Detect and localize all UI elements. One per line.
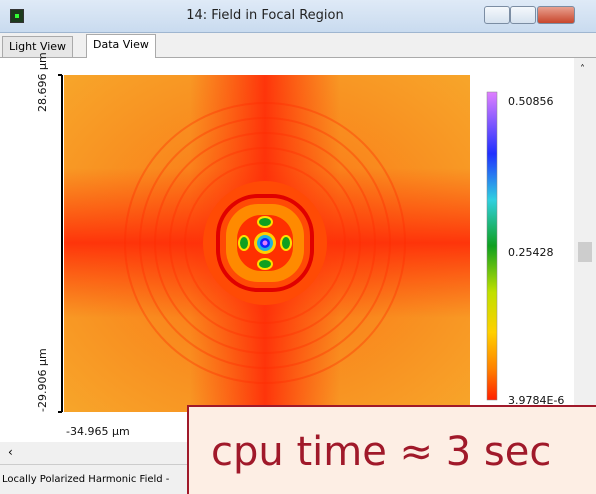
minimize-button[interactable] bbox=[484, 6, 510, 24]
colorbar-label: 0.50856 bbox=[508, 95, 554, 108]
cpu-time-callout: cpu time ≈ 3 sec bbox=[187, 405, 596, 494]
window-title: 14: Field in Focal Region bbox=[0, 8, 530, 23]
colorbar-label: 0.25428 bbox=[508, 246, 554, 259]
tab[interactable]: Data View bbox=[86, 34, 156, 58]
close-button[interactable] bbox=[537, 6, 575, 24]
scroll-thumb[interactable] bbox=[578, 242, 592, 262]
title-bar: 14: Field in Focal Region bbox=[0, 0, 596, 33]
tab-strip: Light View Data View bbox=[0, 33, 596, 58]
scroll-up[interactable]: ˄ bbox=[580, 64, 585, 75]
x-left-label: -34.965 µm bbox=[66, 425, 130, 438]
y-bottom-label: -29.906 µm bbox=[36, 348, 49, 412]
field-plot bbox=[0, 58, 574, 442]
vertical-scrollbar[interactable]: ˄ bbox=[574, 58, 596, 436]
callout-text: cpu time ≈ 3 sec bbox=[211, 429, 551, 475]
scroll-left[interactable]: ‹ bbox=[8, 445, 13, 459]
y-top-label: 28.696 µm bbox=[36, 52, 49, 112]
app-window: 14: Field in Focal Region Light View Dat… bbox=[0, 0, 596, 494]
colorbar bbox=[487, 92, 497, 400]
status-text: Locally Polarized Harmonic Field - bbox=[2, 474, 169, 485]
maximize-button[interactable] bbox=[510, 6, 536, 24]
